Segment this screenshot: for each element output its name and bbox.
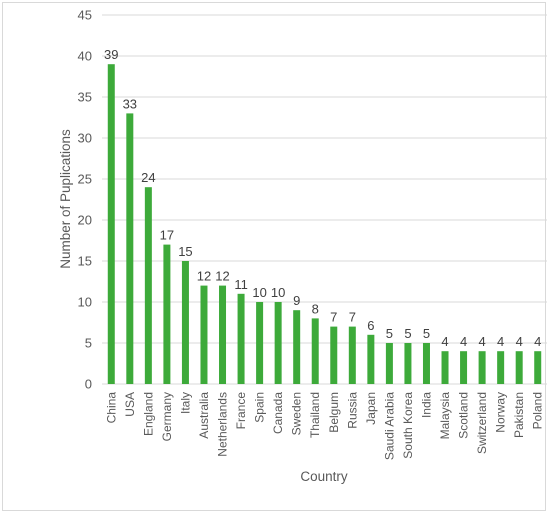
bar <box>144 187 152 384</box>
data-label: 4 <box>516 334 523 349</box>
x-tick-label: Saudi Arabia <box>382 392 396 460</box>
data-label: 12 <box>215 269 229 284</box>
data-label: 10 <box>252 285 266 300</box>
bar <box>237 293 245 384</box>
x-tick-label: Italy <box>178 392 192 414</box>
bar <box>422 343 430 384</box>
x-tick-label: Japan <box>364 392 378 425</box>
x-tick-label: Sweden <box>290 392 304 435</box>
x-tick-label: France <box>234 392 248 430</box>
y-tick-label: 40 <box>78 49 92 64</box>
y-axis-title: Number of Puplications <box>58 129 73 269</box>
bar <box>274 302 282 384</box>
x-tick-label: Netherlands <box>216 392 230 457</box>
x-tick-label: USA <box>123 392 137 417</box>
bar <box>404 343 412 384</box>
bar <box>385 343 393 384</box>
x-tick-label: Poland <box>531 392 545 429</box>
data-label: 6 <box>367 318 374 333</box>
data-label: 9 <box>293 293 300 308</box>
data-label: 5 <box>404 326 411 341</box>
y-tick-label: 5 <box>85 336 92 351</box>
x-tick-label: Switzerland <box>475 392 489 454</box>
bar <box>200 285 208 384</box>
y-tick-label: 10 <box>78 295 92 310</box>
bar <box>460 351 468 384</box>
data-label: 7 <box>330 310 337 325</box>
bar <box>293 310 301 384</box>
bar <box>441 351 449 384</box>
y-tick-label: 35 <box>78 90 92 105</box>
bar <box>497 351 505 384</box>
y-tick-label: 15 <box>78 254 92 269</box>
y-tick-label: 20 <box>78 213 92 228</box>
x-tick-label: Thailand <box>308 392 322 438</box>
data-label: 4 <box>534 334 541 349</box>
y-tick-label: 25 <box>78 172 92 187</box>
bar <box>311 318 319 384</box>
data-label: 33 <box>123 96 137 111</box>
x-tick-label: Scotland <box>457 392 471 439</box>
y-axis-ticks: 0 5 10 15 20 25 30 35 40 45 <box>78 8 92 392</box>
data-label: 5 <box>386 326 393 341</box>
bar <box>367 334 375 384</box>
x-tick-label: England <box>141 392 155 436</box>
data-label: 17 <box>160 228 174 243</box>
bar <box>163 244 171 384</box>
data-label: 4 <box>497 334 504 349</box>
data-label: 10 <box>271 285 285 300</box>
y-tick-label: 30 <box>78 131 92 146</box>
data-label: 7 <box>349 310 356 325</box>
x-tick-label: China <box>104 392 118 424</box>
data-label: 15 <box>178 244 192 259</box>
bar <box>330 326 338 384</box>
bar <box>348 326 356 384</box>
bar <box>181 261 189 384</box>
data-label: 4 <box>478 334 485 349</box>
x-tick-label: Norway <box>494 392 508 433</box>
x-tick-label: India <box>419 392 433 418</box>
chart-frame <box>2 2 546 511</box>
gridlines <box>102 14 547 385</box>
bars <box>107 64 542 385</box>
bar <box>534 351 542 384</box>
x-tick-label: Pakistan <box>512 392 526 438</box>
x-tick-label: Malaysia <box>438 392 452 440</box>
bar <box>107 64 115 384</box>
data-label: 39 <box>104 47 118 62</box>
x-axis-ticks: China USA England Germany Italy Australia Neth… <box>104 392 544 460</box>
x-tick-label: Spain <box>253 392 267 423</box>
bar <box>256 302 264 384</box>
x-axis-title: Country <box>300 469 348 484</box>
x-tick-label: Belgum <box>327 392 341 433</box>
data-label: 4 <box>441 334 448 349</box>
y-tick-label: 45 <box>78 8 92 23</box>
x-tick-label: South Korea <box>401 392 415 459</box>
data-label: 5 <box>423 326 430 341</box>
x-tick-label: Canada <box>271 392 285 434</box>
x-tick-label: Russia <box>345 392 359 429</box>
data-label: 12 <box>197 269 211 284</box>
data-label: 4 <box>460 334 467 349</box>
y-tick-label: 0 <box>85 377 92 392</box>
bar <box>219 285 227 384</box>
x-tick-label: Australia <box>197 392 211 439</box>
data-label: 11 <box>234 277 248 292</box>
x-tick-label: Germany <box>160 392 174 441</box>
data-label: 8 <box>312 301 319 316</box>
data-label: 24 <box>141 170 155 185</box>
bar <box>478 351 486 384</box>
bar <box>126 113 134 385</box>
bar <box>515 351 523 384</box>
